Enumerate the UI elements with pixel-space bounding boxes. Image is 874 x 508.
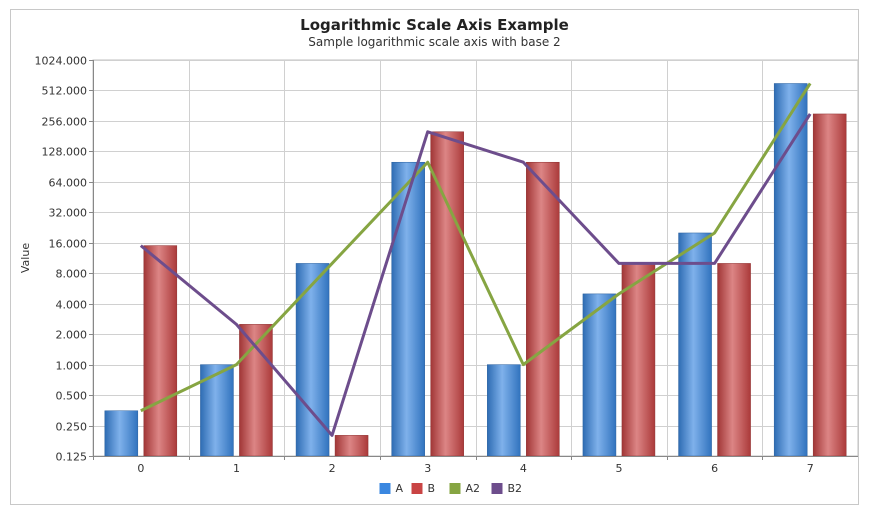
line-A2[interactable]: [140, 82, 812, 413]
y-tick-label: 0.125: [56, 451, 88, 464]
y-tick-label: 512.000: [42, 85, 88, 98]
legend-label: B: [428, 482, 436, 495]
y-tick-label: 32.000: [49, 207, 88, 220]
chart-plot: 1024.000512.000256.000128.00064.00032.00…: [19, 55, 858, 495]
legend-swatch: [411, 483, 423, 494]
legend-label: A: [396, 482, 404, 495]
chart-title: Logarithmic Scale Axis Example: [300, 16, 569, 34]
bar-B-2[interactable]: [334, 435, 369, 457]
line-B2[interactable]: [139, 113, 812, 437]
x-tick-label: 0: [137, 462, 144, 475]
y-tick-label: 0.250: [56, 421, 88, 434]
y-tick-label: 8.000: [56, 268, 88, 281]
y-tick-label: 64.000: [49, 177, 88, 190]
y-tick-label: 2.000: [56, 329, 88, 342]
bar-B-6[interactable]: [717, 263, 751, 457]
legend-item-A[interactable]: A: [379, 482, 404, 495]
bar-B-7[interactable]: [812, 113, 847, 457]
legend-label: B2: [508, 482, 523, 495]
axes: 1024.000512.000256.000128.00064.00032.00…: [19, 55, 858, 475]
legend-item-A2[interactable]: A2: [449, 482, 481, 495]
bar-A-7[interactable]: [773, 83, 808, 457]
legend-swatch: [449, 483, 461, 494]
bar-B-5[interactable]: [621, 263, 656, 457]
bar-A-4[interactable]: [487, 364, 521, 457]
bar-B-3[interactable]: [430, 131, 464, 457]
y-tick-label: 256.000: [42, 116, 88, 129]
chart-frame: Logarithmic Scale Axis Example Sample lo…: [10, 9, 859, 505]
lines: [139, 82, 812, 437]
x-tick-label: 1: [233, 462, 240, 475]
y-axis-title: Value: [19, 243, 32, 273]
x-tick-label: 7: [807, 462, 814, 475]
bar-A-5[interactable]: [582, 293, 617, 457]
y-tick-label: 0.500: [56, 390, 88, 403]
legend-swatch: [491, 483, 503, 494]
y-tick-label: 16.000: [49, 238, 88, 251]
legend-swatch: [379, 483, 391, 494]
y-tick-label: 128.000: [42, 146, 88, 159]
legend-item-B[interactable]: B: [411, 482, 436, 495]
legend-label: A2: [466, 482, 481, 495]
bar-A-6[interactable]: [678, 232, 712, 457]
chart-subtitle: Sample logarithmic scale axis with base …: [308, 35, 561, 49]
bar-A-0[interactable]: [104, 410, 139, 457]
y-tick-label: 1024.000: [35, 55, 88, 68]
bar-B-0[interactable]: [143, 245, 178, 457]
x-tick-label: 4: [520, 462, 527, 475]
legend-item-B2[interactable]: B2: [491, 482, 523, 495]
x-tick-label: 5: [615, 462, 622, 475]
legend: A B A2 B2: [379, 482, 523, 495]
bar-B-4[interactable]: [526, 161, 560, 457]
y-tick-label: 1.000: [56, 360, 88, 373]
bars: [104, 83, 847, 457]
y-tick-label: 4.000: [56, 299, 88, 312]
x-tick-label: 3: [424, 462, 431, 475]
bar-A-3[interactable]: [391, 161, 425, 457]
x-tick-label: 2: [329, 462, 336, 475]
x-tick-label: 6: [711, 462, 718, 475]
